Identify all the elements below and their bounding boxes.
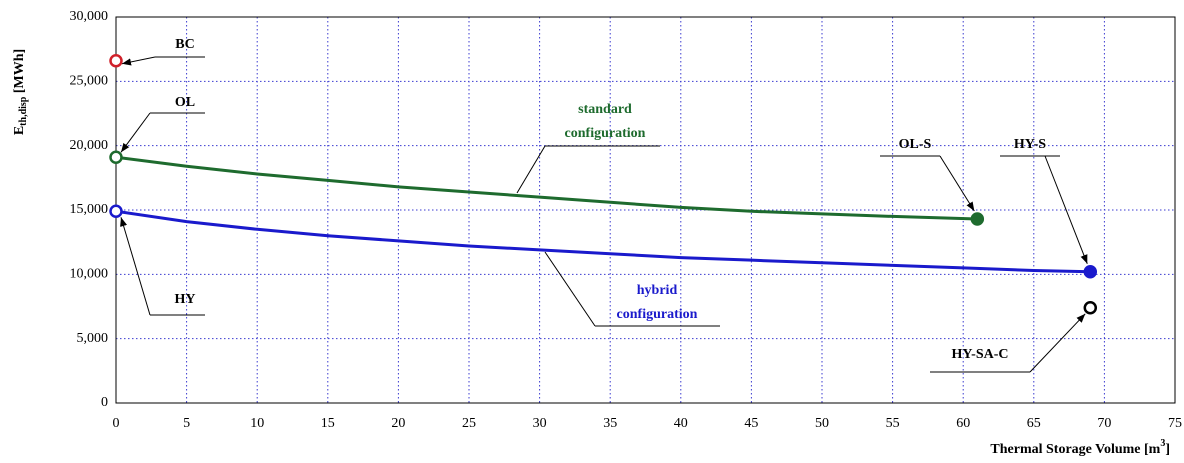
y-axis-title: Eth,disp [MWh] (12, 49, 29, 135)
x-tick-label: 5 (183, 416, 190, 431)
point (1083, 301, 1098, 315)
annotation-leader (544, 251, 596, 327)
annotation: configuration (617, 307, 698, 322)
leader-arrow (1044, 155, 1088, 264)
x-tick-label: 65 (1027, 416, 1041, 431)
y-tick-label: 10,000 (70, 267, 109, 282)
x-tick-label: 45 (744, 416, 758, 431)
point (109, 150, 123, 164)
x-axis-title: Thermal Storage Volume [m3] (990, 438, 1170, 457)
annotation-leader (516, 145, 546, 194)
x-title-end: ] (1165, 442, 1170, 457)
x-title-main: Thermal Storage Volume [m (990, 442, 1160, 457)
y-tick-label: 15,000 (70, 202, 109, 217)
point (109, 53, 123, 68)
line (115, 155, 978, 221)
leader-arrow (1029, 313, 1086, 373)
point (970, 212, 985, 226)
x-tick-label: 50 (815, 416, 829, 431)
x-tick-label: 75 (1168, 416, 1182, 431)
annotation: hybrid (637, 283, 678, 298)
x-tick-label: 55 (886, 416, 900, 431)
y-title-sub: th,disp (18, 96, 29, 126)
point-label: HY (175, 292, 196, 307)
annotation: standard (578, 102, 632, 117)
x-tick-label: 40 (674, 416, 688, 431)
point-label: OL (175, 95, 195, 110)
x-tick-label: 0 (113, 416, 120, 431)
annotation: configuration (565, 126, 646, 141)
y-title-main: E (12, 126, 27, 135)
point-label: OL-S (899, 137, 932, 152)
leader-arrow (120, 217, 151, 316)
y-tick-label: 30,000 (70, 9, 109, 24)
point-label: HY-SA-C (951, 347, 1008, 362)
leader-arrow (120, 112, 151, 153)
y-tick-label: 5,000 (77, 331, 109, 346)
x-tick-label: 35 (603, 416, 617, 431)
line (115, 209, 1091, 274)
x-tick-label: 60 (956, 416, 970, 431)
point-label: HY-S (1014, 137, 1046, 152)
point (1083, 265, 1098, 279)
y-tick-label: 20,000 (70, 138, 109, 153)
x-tick-label: 25 (462, 416, 476, 431)
x-title-sup: 3 (1160, 438, 1165, 449)
leader-arrow (939, 155, 975, 212)
x-tick-label: 15 (321, 416, 335, 431)
leader-arrow (121, 56, 156, 66)
y-tick-label: 25,000 (70, 74, 109, 89)
point-label: BC (175, 37, 194, 52)
point (109, 204, 123, 219)
y-title-end: [MWh] (12, 49, 27, 97)
x-tick-label: 70 (1097, 416, 1111, 431)
x-tick-label: 20 (391, 416, 405, 431)
x-tick-label: 30 (533, 416, 547, 431)
x-tick-label: 10 (250, 416, 264, 431)
y-tick-label: 0 (101, 395, 108, 410)
